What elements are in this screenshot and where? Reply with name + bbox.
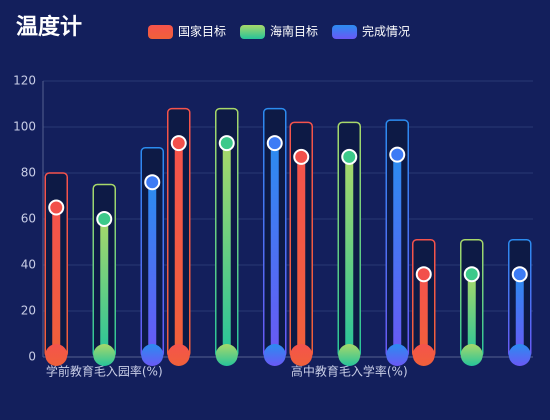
bar — [297, 156, 306, 357]
bulb — [290, 344, 313, 366]
x-tick-label: 高中教育毛入学率(%) — [291, 364, 408, 379]
marker — [218, 135, 235, 152]
legend-swatch — [148, 25, 173, 39]
bulb — [460, 344, 483, 366]
marker — [415, 266, 432, 283]
bar — [52, 207, 61, 357]
y-tick-label: 80 — [21, 166, 36, 180]
marker — [48, 199, 65, 216]
chart-title: 温度计 — [16, 14, 82, 40]
bulb — [412, 344, 435, 366]
bar — [467, 274, 476, 357]
marker — [511, 266, 528, 283]
marker — [293, 148, 310, 165]
bulb — [141, 344, 164, 366]
bulb — [215, 344, 238, 366]
x-tick-label: 学前教育毛入园率(%) — [46, 364, 163, 379]
bar — [419, 274, 428, 357]
marker — [341, 148, 358, 165]
y-tick-label: 0 — [28, 350, 36, 364]
bar — [345, 156, 354, 357]
y-tick-label: 20 — [21, 304, 36, 318]
bulb — [45, 344, 68, 366]
bulb — [167, 344, 190, 366]
legend-swatch — [240, 25, 266, 39]
bar — [174, 143, 183, 357]
marker — [96, 211, 113, 227]
bar — [270, 143, 279, 357]
bulb — [386, 344, 409, 366]
bar — [393, 154, 402, 357]
bulb — [508, 344, 531, 366]
y-tick-label: 40 — [21, 258, 36, 272]
legend-swatch — [332, 25, 358, 39]
bar — [515, 274, 524, 357]
bar — [100, 219, 109, 357]
y-tick-label: 100 — [13, 120, 36, 134]
bar — [148, 182, 157, 357]
marker — [463, 266, 480, 283]
marker — [144, 174, 161, 191]
bulb — [263, 344, 286, 366]
legend-label: 完成情况 — [362, 24, 410, 39]
legend-label: 国家目标 — [178, 24, 226, 39]
legend-label: 海南目标 — [270, 24, 318, 39]
y-tick-label: 60 — [21, 212, 36, 226]
y-tick-label: 120 — [13, 74, 36, 88]
marker — [266, 135, 283, 152]
bulb — [338, 344, 361, 366]
marker — [389, 146, 406, 163]
marker — [170, 135, 187, 152]
bar — [222, 143, 231, 357]
bulb — [93, 344, 116, 366]
